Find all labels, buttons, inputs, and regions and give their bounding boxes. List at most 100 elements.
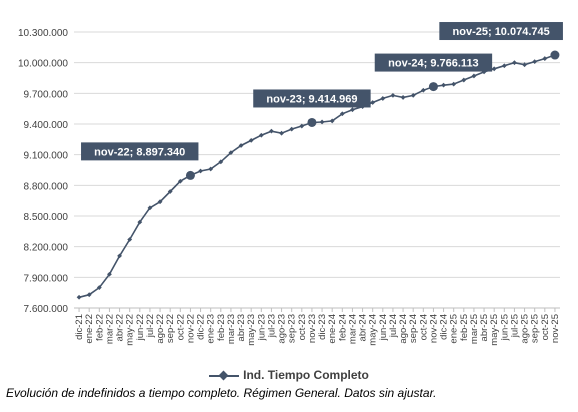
x-tick-label: abr-25: [479, 314, 490, 341]
legend-swatch: [209, 370, 240, 381]
legend: Ind. Tiempo Completo: [0, 368, 578, 382]
data-point: [269, 128, 274, 134]
data-point: [400, 95, 406, 100]
data-label-box: [439, 22, 563, 41]
x-tick-label: may-23: [246, 314, 257, 346]
data-point: [512, 60, 517, 66]
x-tick-label: jun-23: [256, 314, 267, 341]
x-tick-label: mar-25: [469, 314, 480, 344]
x-tick-label: sep-24: [408, 314, 419, 343]
x-tick-label: ago-24: [398, 314, 409, 344]
data-point: [390, 92, 396, 98]
caption: Evolución de indefinidos a tiempo comple…: [6, 386, 437, 400]
x-tick-label: feb-23: [216, 314, 227, 341]
y-tick-label: 8.500.000: [24, 212, 69, 223]
data-point: [76, 294, 82, 300]
x-tick-label: ago-22: [155, 314, 166, 344]
data-point: [319, 119, 325, 125]
data-point: [198, 168, 203, 174]
x-tick-label: nov-23: [307, 314, 318, 343]
data-point: [451, 81, 457, 87]
x-tick-label: feb-25: [459, 314, 470, 341]
data-point: [279, 130, 284, 136]
data-point: [339, 111, 345, 117]
x-tick-label: ene-23: [206, 314, 217, 344]
data-point: [299, 123, 305, 129]
x-tick-label: oct-23: [297, 314, 308, 340]
x-tick-label: jul-22: [145, 314, 156, 338]
y-tick-label: 8.800.000: [24, 181, 69, 192]
data-point: [238, 143, 244, 148]
highlight-point: [307, 117, 317, 127]
data-point: [147, 205, 153, 211]
data-point: [441, 82, 446, 88]
data-point: [461, 77, 467, 83]
x-tick-label: sep-22: [165, 314, 176, 343]
y-axis: 7.600.000 7.900.000 8.200.000 8.500.000 8.80…: [18, 28, 68, 315]
data-point: [370, 100, 376, 105]
data-point: [350, 107, 355, 113]
data-point: [501, 63, 507, 69]
y-tick-label: 10.000.000: [18, 59, 68, 70]
data-point: [471, 73, 477, 79]
x-tick-label: oct-24: [418, 314, 429, 340]
data-label-box: [374, 53, 493, 72]
x-tick-label: abr-24: [358, 314, 369, 341]
x-tick-label: ene-22: [84, 314, 95, 344]
legend-label: Ind. Tiempo Completo: [243, 368, 369, 382]
data-point: [137, 219, 143, 225]
x-tick-label: abr-22: [115, 314, 126, 341]
data-point: [228, 150, 234, 156]
x-tick-label: jul-24: [388, 314, 399, 338]
data-point: [208, 166, 214, 172]
data-label: nov-22; 8.897.340: [94, 146, 185, 158]
y-tick-label: 9.100.000: [24, 151, 69, 162]
data-point: [96, 285, 102, 290]
highlight-point: [185, 170, 195, 180]
data-label: nov-23; 9.414.969: [266, 93, 357, 105]
data-point: [522, 62, 527, 68]
data-point: [481, 69, 487, 75]
x-tick-label: dic-21: [74, 314, 85, 340]
x-tick-label: ene-24: [327, 314, 338, 344]
x-tick-label: abr-23: [236, 314, 247, 341]
x-tick-label: dic-24: [439, 314, 450, 340]
x-tick-label: ene-25: [449, 314, 460, 344]
x-tick-label: oct-25: [540, 314, 551, 340]
x-tick-label: may-22: [125, 314, 136, 346]
x-tick-label: jun-24: [378, 314, 389, 341]
data-point: [420, 87, 426, 93]
data-point: [258, 132, 264, 138]
y-tick-label: 9.400.000: [24, 120, 69, 131]
y-tick-label: 10.300.000: [18, 28, 68, 39]
data-point: [491, 66, 497, 72]
x-tick-label: nov-25: [550, 314, 561, 343]
data-point: [329, 118, 335, 124]
x-tick-label: nov-24: [428, 314, 439, 343]
x-tick-label: jun-25: [499, 314, 510, 341]
data-label-box: [253, 89, 371, 108]
y-tick-label: 7.600.000: [24, 304, 69, 315]
data-point: [177, 178, 183, 184]
x-tick-label: mar-22: [104, 314, 115, 344]
highlight-point: [428, 82, 438, 92]
x-tick-label: dic-22: [196, 314, 207, 340]
data-point: [127, 237, 133, 242]
highlight-point: [550, 50, 560, 60]
x-tick-label: sep-25: [530, 314, 541, 343]
data-point: [289, 126, 295, 132]
data-point: [107, 271, 112, 277]
x-tick-label: feb-22: [94, 314, 105, 341]
data-point: [248, 137, 254, 143]
y-tick-label: 7.900.000: [24, 273, 69, 284]
data-point: [532, 59, 538, 65]
x-tick-label: may-25: [489, 314, 500, 346]
x-tick-label: nov-22: [185, 314, 196, 343]
x-tick-label: ago-25: [520, 314, 531, 344]
data-point: [380, 96, 386, 101]
y-tick-label: 9.700.000: [24, 89, 69, 100]
x-tick-label: dic-23: [317, 314, 328, 340]
x-tick-label: mar-23: [226, 314, 237, 344]
x-tick-label: feb-24: [337, 314, 348, 341]
